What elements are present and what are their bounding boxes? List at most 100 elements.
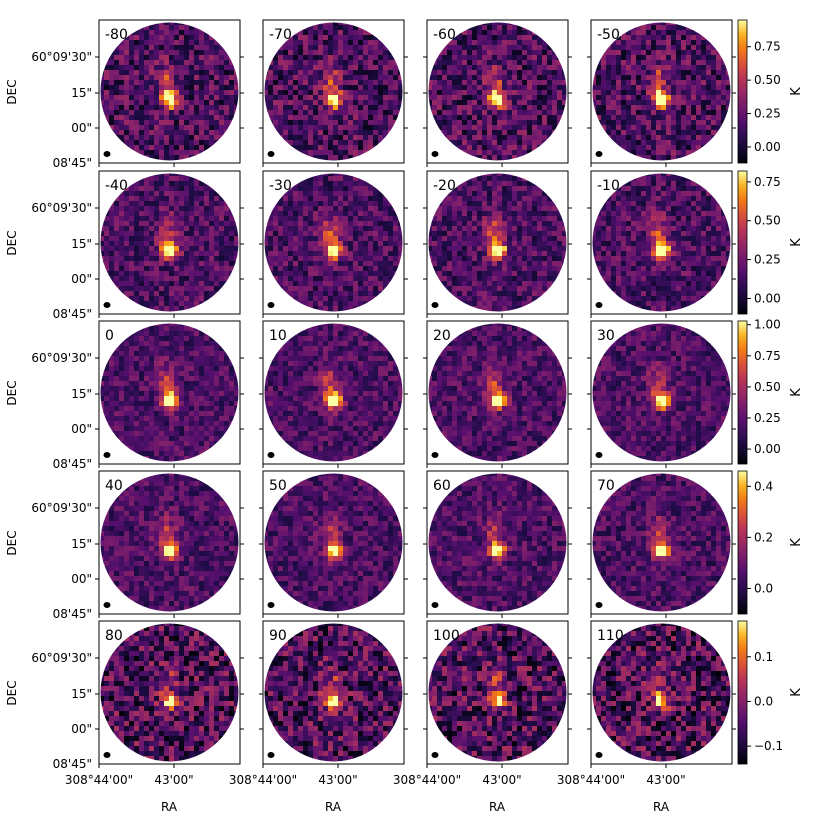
channel-panel: 40 [95, 470, 244, 618]
beam-ellipse [267, 302, 275, 308]
panel-frame [590, 620, 733, 765]
colorbar-gradient [737, 170, 748, 315]
x-tick-label: 308°44'00" [393, 773, 461, 787]
beam-ellipse [267, 452, 275, 458]
emission-map [100, 173, 239, 312]
x-axis-title: RA [325, 800, 342, 814]
panel-frame [262, 19, 405, 164]
beam-ellipse [595, 602, 603, 608]
channel-panel: -70 [259, 19, 408, 167]
colorbar-tick-label: 0.00 [754, 442, 781, 456]
panel-frame [590, 19, 733, 164]
velocity-label: 30 [597, 328, 615, 344]
beam-ellipse [103, 602, 111, 608]
channel-panel: -40 [95, 170, 244, 318]
beam-ellipse [103, 151, 111, 157]
y-tick-label: 60°09'30" [31, 351, 92, 365]
channel-panel: -50 [587, 19, 736, 167]
colorbar: 0.4 0.2 0.0 K [737, 470, 804, 615]
y-tick-label: 08'45" [53, 457, 92, 471]
panel-frame [98, 470, 241, 615]
beam-ellipse [103, 752, 111, 758]
y-tick-label: 15" [71, 537, 92, 551]
channel-panel: 30 [587, 320, 736, 468]
beam-ellipse [431, 752, 439, 758]
y-axis-title: DEC [5, 230, 19, 255]
colorbar: 0.1 0.0 −0.1 K [737, 620, 804, 765]
y-tick-label: 60°09'30" [31, 201, 92, 215]
colorbar-tick-label: 0.50 [754, 214, 781, 228]
channel-panel: 10 [259, 320, 408, 468]
velocity-label: -10 [597, 178, 620, 194]
velocity-label: 70 [597, 478, 615, 494]
beam-ellipse [431, 602, 439, 608]
velocity-label: 100 [433, 628, 460, 644]
x-tick-label: 308°44'00" [229, 773, 297, 787]
y-tick-label: 60°09'30" [31, 501, 92, 515]
y-axis-title: DEC [5, 680, 19, 705]
colorbar-tick-label: 0.0 [754, 581, 773, 595]
x-axis-title: RA [653, 800, 670, 814]
colorbar: 0.75 0.50 0.25 0.00 K [737, 170, 804, 315]
beam-ellipse [267, 151, 275, 157]
panel-frame [426, 320, 569, 465]
y-tick-label: 15" [71, 237, 92, 251]
x-axis-title: RA [489, 800, 506, 814]
beam-ellipse [595, 302, 603, 308]
y-tick-label: 08'45" [53, 607, 92, 621]
beam-ellipse [103, 302, 111, 308]
colorbar: 1.00 0.75 0.50 0.25 0.00 K [737, 318, 804, 465]
channel-panel: 100 [423, 620, 572, 768]
y-tick-label: 00" [71, 572, 92, 586]
channel-panel: 60 [423, 470, 572, 618]
beam-ellipse [103, 452, 111, 458]
panel-frame [426, 170, 569, 315]
velocity-label: -60 [433, 27, 456, 43]
colorbar-unit: K [789, 538, 804, 547]
colorbar-tick-label: 0.75 [754, 175, 781, 189]
colorbar-tick-label: 0.50 [754, 380, 781, 394]
velocity-label: 20 [433, 328, 451, 344]
x-tick-label: 43'00" [482, 773, 521, 787]
channel-panel: -10 [587, 170, 736, 318]
y-tick-label: 15" [71, 687, 92, 701]
x-axis-labels: 308°44'00" 43'00" RA 308°44'00" 43'00" RA 308°… [65, 773, 686, 814]
panel-frame [98, 620, 241, 765]
colorbar-unit: K [789, 238, 804, 247]
y-axis-title: DEC [5, 530, 19, 555]
colorbar-unit: K [789, 688, 804, 697]
colorbar-gradient [737, 320, 748, 465]
y-tick-label: 60°09'30" [31, 50, 92, 64]
beam-ellipse [431, 452, 439, 458]
velocity-label: -30 [269, 178, 292, 194]
x-axis-title: RA [161, 800, 178, 814]
beam-ellipse [595, 452, 603, 458]
colorbar-tick-label: 0.25 [754, 107, 781, 121]
velocity-label: 90 [269, 628, 287, 644]
beam-ellipse [595, 151, 603, 157]
channel-panel: 80 [95, 620, 244, 768]
colorbar-gradient [737, 470, 748, 615]
beam-ellipse [267, 752, 275, 758]
channel-panel: -20 [423, 170, 572, 318]
velocity-label: 10 [269, 328, 287, 344]
panel-frame [426, 470, 569, 615]
panel-frame [98, 19, 241, 164]
colorbar-tick-label: 0.0 [754, 694, 773, 708]
channel-panel: 0 [95, 320, 244, 468]
velocity-label: 60 [433, 478, 451, 494]
colorbar-gradient [737, 19, 748, 164]
panel-frame [98, 170, 241, 315]
y-axis-title: DEC [5, 79, 19, 104]
y-tick-label: 08'45" [53, 757, 92, 771]
velocity-label: 0 [105, 328, 114, 344]
velocity-label: -20 [433, 178, 456, 194]
y-tick-label: 00" [71, 722, 92, 736]
y-tick-label: 60°09'30" [31, 651, 92, 665]
y-axis-title: DEC [5, 380, 19, 405]
velocity-label: 110 [597, 628, 624, 644]
colorbar-tick-label: 0.2 [754, 530, 773, 544]
colorbar-tick-label: 0.00 [754, 140, 781, 154]
beam-ellipse [431, 151, 439, 157]
